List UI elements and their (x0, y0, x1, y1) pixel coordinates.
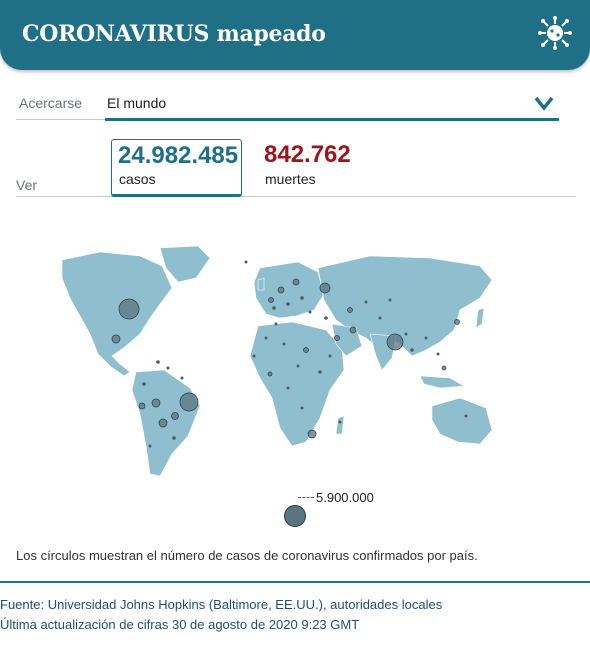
virus-icon (538, 16, 572, 50)
cases-toggle[interactable]: 24.982.485 casos (111, 139, 242, 197)
australia (431, 397, 493, 445)
chevron-down-icon (534, 96, 554, 111)
country-circle (268, 297, 274, 303)
country-circle (277, 286, 285, 294)
map-widget: CORONAVIRUS mapeado Acercarse El mundo V… (0, 0, 590, 563)
legend-leader (298, 497, 314, 498)
country-circle (319, 282, 331, 294)
greenland (159, 245, 211, 283)
country-circle (454, 319, 460, 325)
source-text: Fuente: Universidad Johns Hopkins (Balti… (0, 597, 443, 612)
legend-value: 5.900.000 (316, 490, 374, 505)
indonesia (419, 375, 465, 389)
updated-text: Última actualización de cifras 30 de ago… (0, 617, 360, 632)
cases-label: casos (119, 171, 156, 187)
country-circle (111, 334, 121, 344)
country-circle (179, 392, 199, 412)
africa (249, 321, 345, 447)
madagascar (335, 415, 345, 435)
country-circle (292, 278, 300, 286)
country-circle (118, 298, 140, 320)
uk (257, 277, 265, 291)
region-select-value: El mundo (107, 95, 167, 111)
legend-circle (284, 505, 306, 527)
header-bar: CORONAVIRUS mapeado (0, 0, 590, 70)
north-america (61, 251, 173, 377)
divider-line (16, 119, 105, 120)
country-circle (158, 418, 168, 428)
region-select[interactable]: El mundo (105, 90, 559, 121)
country-circle (267, 371, 273, 377)
zoom-label: Acercarse (19, 95, 83, 111)
country-circle (171, 412, 179, 420)
europe (253, 261, 325, 319)
cases-count: 24.982.485 (118, 142, 239, 169)
country-circle (303, 347, 309, 353)
map-note: Los círculos muestran el número de casos… (16, 548, 478, 563)
country-circle (138, 402, 146, 410)
country-circle (386, 333, 404, 351)
view-label: Ver (16, 177, 38, 193)
country-circle (349, 326, 357, 334)
country-circle (347, 307, 353, 313)
page-title: CORONAVIRUS mapeado (22, 21, 326, 47)
country-circle (307, 429, 317, 439)
country-circle (441, 365, 447, 371)
country-circle (334, 335, 340, 341)
world-map[interactable] (40, 238, 500, 480)
footer-divider (0, 581, 590, 583)
country-circle (151, 398, 161, 408)
divider-line (16, 196, 576, 197)
japan (475, 307, 485, 329)
deaths-count[interactable]: 842.762 (264, 141, 351, 168)
deaths-label[interactable]: muertes (265, 171, 316, 187)
